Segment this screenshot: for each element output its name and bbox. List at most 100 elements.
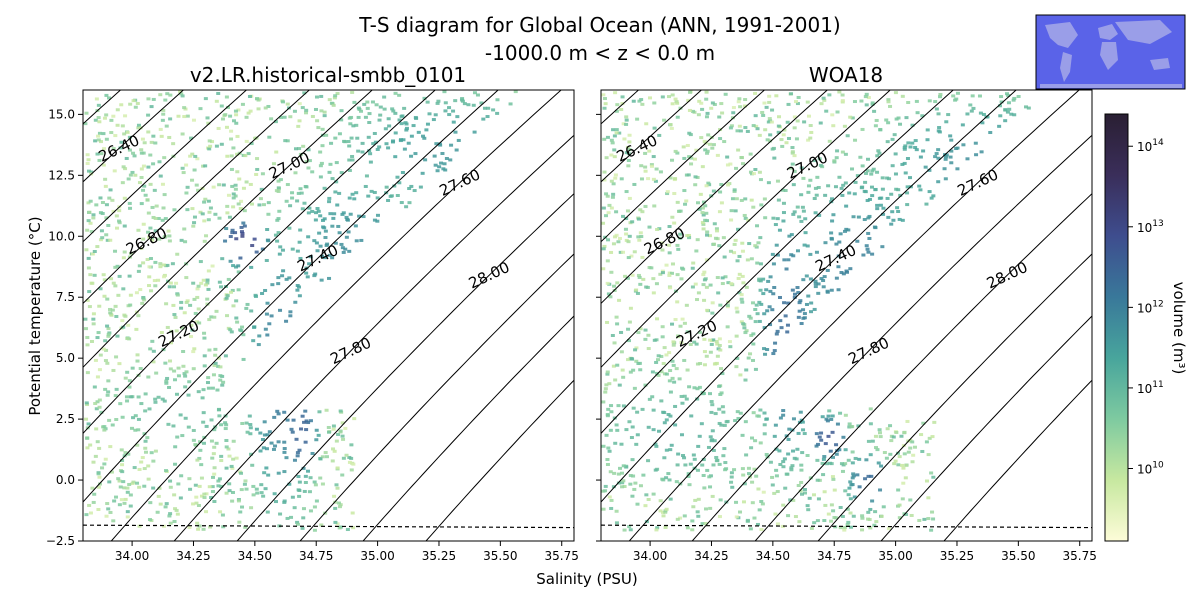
heatmap-cell bbox=[240, 234, 245, 238]
heatmap-cell bbox=[626, 339, 631, 343]
heatmap-cell bbox=[789, 466, 794, 470]
heatmap-cell bbox=[262, 433, 267, 437]
heatmap-cell bbox=[664, 448, 669, 452]
heatmap-cell bbox=[872, 523, 877, 527]
x-tick-label: 34.75 bbox=[817, 549, 851, 563]
heatmap-cell bbox=[718, 303, 723, 307]
heatmap-cell bbox=[84, 417, 89, 421]
heatmap-cell bbox=[906, 101, 911, 105]
heatmap-cell bbox=[320, 218, 325, 222]
heatmap-cell bbox=[614, 521, 619, 525]
heatmap-cell bbox=[285, 183, 290, 187]
heatmap-cell bbox=[856, 215, 861, 219]
heatmap-cell bbox=[248, 423, 253, 427]
heatmap-cell bbox=[860, 164, 865, 168]
heatmap-cell bbox=[628, 482, 633, 486]
heatmap-cell bbox=[112, 169, 117, 173]
heatmap-cell bbox=[831, 213, 836, 217]
heatmap-cell bbox=[866, 510, 871, 514]
heatmap-cell bbox=[804, 302, 809, 306]
heatmap-cell bbox=[772, 156, 777, 160]
heatmap-cell bbox=[714, 459, 719, 463]
heatmap-cell bbox=[322, 110, 327, 114]
heatmap-cell bbox=[704, 507, 709, 511]
heatmap-cell bbox=[629, 357, 634, 361]
heatmap-cell bbox=[813, 282, 818, 286]
heatmap-cell bbox=[176, 366, 181, 370]
heatmap-cell bbox=[156, 395, 161, 399]
heatmap-cell bbox=[303, 481, 308, 485]
heatmap-cell bbox=[199, 476, 204, 480]
heatmap-cell bbox=[930, 510, 935, 514]
heatmap-cell bbox=[201, 527, 206, 531]
heatmap-cell bbox=[433, 113, 438, 117]
heatmap-cell bbox=[707, 183, 712, 187]
heatmap-cell bbox=[158, 127, 163, 131]
heatmap-cell bbox=[194, 501, 199, 505]
heatmap-cell bbox=[662, 456, 667, 460]
heatmap-cell bbox=[319, 523, 324, 527]
heatmap-cell bbox=[193, 154, 198, 158]
heatmap-cell bbox=[317, 231, 322, 235]
heatmap-cell bbox=[312, 480, 317, 484]
heatmap-cell bbox=[910, 460, 915, 464]
heatmap-cell bbox=[747, 472, 752, 476]
heatmap-cell bbox=[294, 437, 299, 441]
heatmap-cell bbox=[164, 124, 169, 128]
heatmap-cell bbox=[265, 510, 270, 514]
heatmap-cell bbox=[876, 149, 881, 153]
heatmap-cell bbox=[1006, 93, 1011, 97]
heatmap-cell bbox=[407, 187, 412, 191]
heatmap-cell bbox=[189, 136, 194, 140]
heatmap-cell bbox=[651, 277, 656, 281]
heatmap-cell bbox=[679, 394, 684, 398]
heatmap-cell bbox=[819, 277, 824, 281]
heatmap-cell bbox=[104, 514, 109, 518]
heatmap-cell bbox=[126, 177, 131, 181]
heatmap-cell bbox=[339, 109, 344, 113]
heatmap-cell bbox=[219, 104, 224, 108]
heatmap-cell bbox=[131, 99, 136, 103]
heatmap-cell bbox=[855, 174, 860, 178]
heatmap-cell bbox=[93, 358, 98, 362]
heatmap-cell bbox=[770, 252, 775, 256]
heatmap-cell bbox=[707, 475, 712, 479]
heatmap-cell bbox=[411, 124, 416, 128]
heatmap-cell bbox=[655, 526, 660, 530]
heatmap-cell bbox=[607, 203, 612, 207]
heatmap-cell bbox=[773, 512, 778, 516]
heatmap-cell bbox=[763, 352, 768, 356]
heatmap-cell bbox=[135, 353, 140, 357]
heatmap-cell bbox=[889, 222, 894, 226]
heatmap-cell bbox=[675, 517, 680, 521]
heatmap-cell bbox=[130, 366, 135, 370]
heatmap-cell bbox=[621, 404, 626, 408]
heatmap-cell bbox=[196, 527, 201, 531]
heatmap-cell bbox=[91, 312, 96, 316]
heatmap-cell bbox=[197, 456, 202, 460]
density-contour bbox=[601, 90, 891, 369]
heatmap-cell bbox=[762, 423, 767, 427]
heatmap-cell bbox=[911, 453, 916, 457]
heatmap-cell bbox=[335, 522, 340, 526]
heatmap-cell bbox=[872, 225, 877, 229]
heatmap-cell bbox=[212, 428, 217, 432]
heatmap-cell bbox=[840, 150, 845, 154]
heatmap-cell bbox=[233, 187, 238, 191]
heatmap-cell bbox=[437, 165, 442, 169]
heatmap-cell bbox=[479, 101, 484, 105]
heatmap-cell bbox=[601, 400, 606, 404]
heatmap-cell bbox=[819, 431, 824, 435]
heatmap-cell bbox=[350, 90, 355, 94]
heatmap-cell bbox=[265, 301, 270, 305]
heatmap-cell bbox=[223, 113, 228, 117]
heatmap-cell bbox=[359, 238, 364, 242]
heatmap-cell bbox=[812, 197, 817, 201]
heatmap-cell bbox=[88, 511, 93, 515]
heatmap-cell bbox=[312, 528, 317, 532]
heatmap-cell bbox=[297, 294, 302, 298]
heatmap-cell bbox=[878, 127, 883, 131]
heatmap-cell bbox=[143, 409, 148, 413]
heatmap-cell bbox=[826, 414, 831, 418]
heatmap-cell bbox=[605, 135, 610, 139]
